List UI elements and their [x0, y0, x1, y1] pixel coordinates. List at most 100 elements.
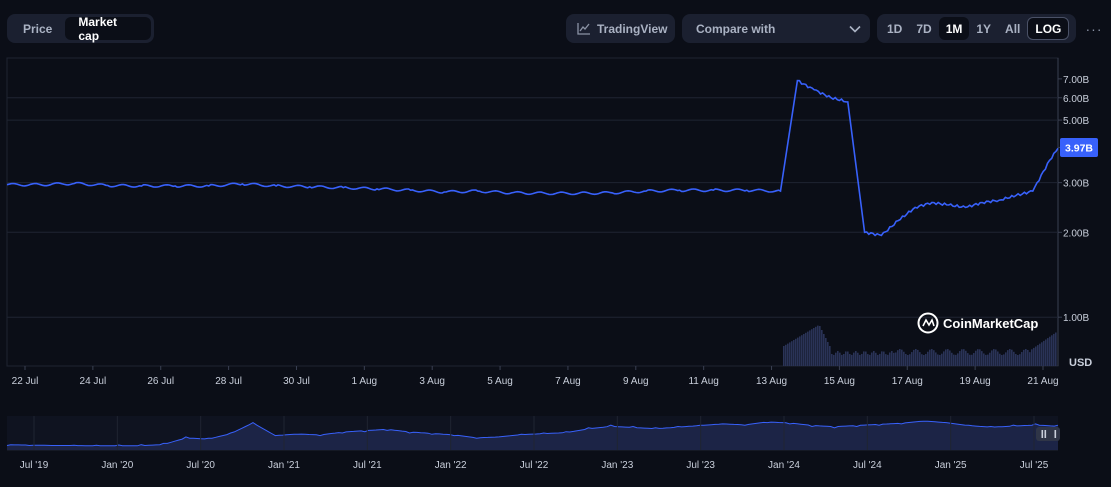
- volume-bar: [881, 351, 883, 366]
- volume-bar: [861, 353, 863, 366]
- volume-bar: [977, 349, 979, 366]
- volume-bar: [893, 352, 895, 366]
- volume-bar: [983, 353, 985, 366]
- volume-bar: [935, 352, 937, 366]
- volume-bar: [995, 349, 997, 366]
- volume-bar: [975, 350, 977, 366]
- x-axis-ticks: 22 Jul 24 Jul 26 Jul 28 Jul 30 Jul 1 Aug 3 Aug…: [12, 366, 1059, 387]
- volume-bar: [805, 332, 807, 366]
- y-tick-label: 6.00B: [1063, 94, 1089, 105]
- watermark-text: CoinMarketCap: [943, 316, 1038, 331]
- coinmarketcap-watermark: CoinMarketCap: [917, 312, 1038, 334]
- volume-bar: [791, 341, 793, 366]
- volume-bars: [783, 325, 1057, 366]
- volume-bar: [1051, 335, 1053, 366]
- range-7d[interactable]: 7D: [916, 21, 932, 36]
- volume-bar: [927, 351, 929, 366]
- navigator-x-label: Jul '25: [1020, 460, 1049, 471]
- x-tick-label: 11 Aug: [688, 376, 718, 387]
- volume-bar: [1031, 349, 1033, 366]
- volume-bar: [873, 351, 875, 366]
- volume-bar: [911, 352, 913, 366]
- volume-bar: [945, 349, 947, 366]
- volume-bar: [989, 352, 991, 366]
- volume-bar: [879, 353, 881, 366]
- volume-bar: [959, 351, 961, 366]
- range-1m[interactable]: 1M: [938, 17, 970, 40]
- navigator-x-label: Jul '24: [853, 460, 882, 471]
- compare-with-select[interactable]: Compare with: [682, 14, 870, 43]
- volume-bar: [1035, 346, 1037, 366]
- volume-bar: [1029, 352, 1031, 366]
- volume-bar: [997, 351, 999, 366]
- tab-market-cap[interactable]: Market cap: [65, 15, 151, 43]
- volume-bar: [933, 350, 935, 366]
- time-range-selector: 1D 7D 1M 1Y All LOG: [877, 14, 1076, 43]
- navigator-handle[interactable]: [1036, 427, 1060, 441]
- volume-bar: [789, 342, 791, 366]
- range-1y[interactable]: 1Y: [976, 21, 992, 36]
- x-tick-label: 15 Aug: [824, 376, 855, 387]
- navigator-area: [7, 421, 1058, 450]
- volume-bar: [1023, 349, 1025, 366]
- volume-bar: [913, 349, 915, 366]
- volume-bar: [993, 349, 995, 366]
- coinmarketcap-logo-icon: [917, 312, 939, 334]
- volume-bar: [801, 335, 803, 366]
- volume-bar: [951, 352, 953, 366]
- volume-bar: [849, 354, 851, 366]
- volume-bar: [875, 352, 877, 366]
- volume-bar: [787, 343, 789, 366]
- volume-bar: [943, 351, 945, 366]
- range-all[interactable]: All: [1005, 21, 1021, 36]
- navigator-x-ticks: Jul '19 Jan '20 Jul '20 Jan '21 Jul '21 Jan '…: [20, 460, 1049, 471]
- volume-bar: [1043, 340, 1045, 366]
- volume-axis-label: USD: [1069, 357, 1092, 369]
- volume-bar: [987, 354, 989, 366]
- volume-bar: [871, 352, 873, 366]
- tradingview-button[interactable]: TradingView: [566, 14, 675, 43]
- volume-bar: [869, 354, 871, 366]
- volume-bar: [899, 349, 901, 366]
- volume-bar: [783, 346, 785, 366]
- volume-bar: [1017, 354, 1019, 366]
- volume-bar: [965, 350, 967, 366]
- volume-bar: [963, 349, 965, 366]
- volume-bar: [981, 351, 983, 366]
- volume-bar: [1009, 349, 1011, 366]
- x-tick-label: 9 Aug: [623, 376, 649, 387]
- volume-bar: [1039, 343, 1041, 366]
- range-1d[interactable]: 1D: [887, 21, 903, 36]
- x-tick-label: 3 Aug: [419, 376, 445, 387]
- x-tick-label: 13 Aug: [756, 376, 787, 387]
- y-tick-label: 3.00B: [1063, 179, 1089, 190]
- volume-bar: [1007, 350, 1009, 366]
- volume-bar: [823, 334, 825, 366]
- volume-bar: [877, 354, 879, 366]
- volume-bar: [857, 352, 859, 366]
- chevron-down-icon: [849, 25, 861, 33]
- x-tick-label: 21 Aug: [1027, 376, 1058, 387]
- volume-bar: [979, 349, 981, 366]
- volume-bar: [1021, 352, 1023, 366]
- volume-bar: [793, 340, 795, 366]
- volume-bar: [1003, 354, 1005, 366]
- volume-bar: [827, 342, 829, 366]
- volume-bar: [929, 349, 931, 366]
- volume-bar: [851, 354, 853, 366]
- volume-bar: [917, 349, 919, 366]
- volume-bar: [865, 351, 867, 366]
- volume-bar: [1053, 333, 1055, 366]
- tab-price[interactable]: Price: [23, 21, 53, 36]
- volume-bar: [813, 328, 815, 366]
- x-tick-label: 24 Jul: [80, 376, 107, 387]
- market-cap-line: [6, 79, 1059, 237]
- more-options-icon[interactable]: ···: [1085, 20, 1103, 37]
- range-log[interactable]: LOG: [1027, 17, 1070, 40]
- x-tick-label: 26 Jul: [147, 376, 174, 387]
- volume-bar: [1005, 352, 1007, 366]
- y-tick-label: 5.00B: [1063, 116, 1089, 127]
- volume-bar: [909, 354, 911, 366]
- volume-bar: [947, 349, 949, 366]
- volume-bar: [971, 354, 973, 366]
